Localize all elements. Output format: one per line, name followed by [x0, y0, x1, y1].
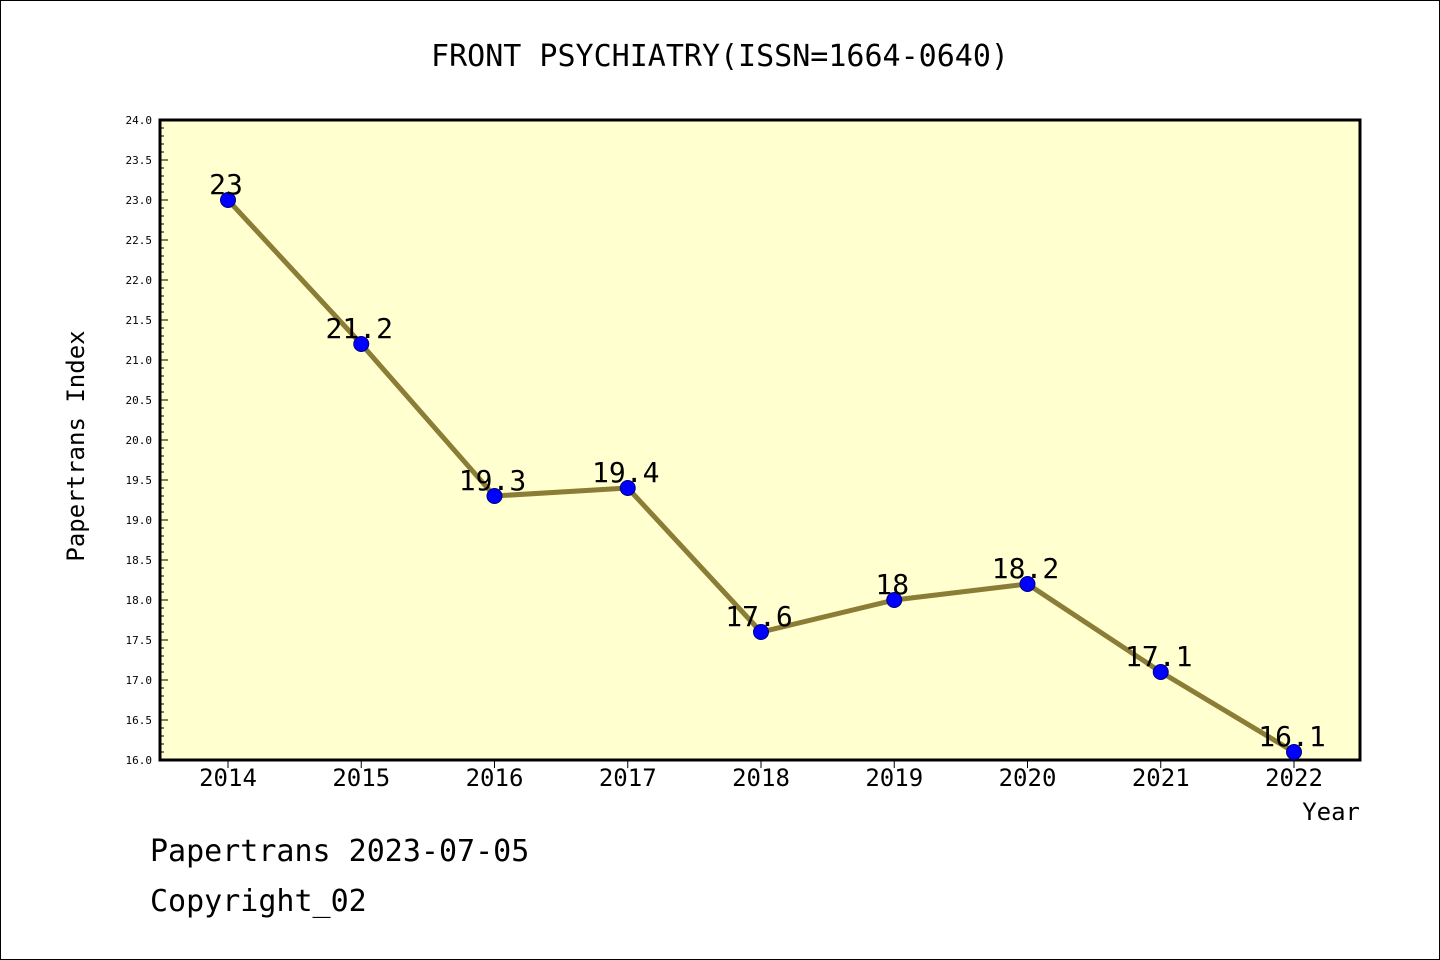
y-axis-label: Papertrans Index: [62, 330, 90, 561]
footer-source: Papertrans 2023-07-05: [150, 834, 530, 869]
data-point: [886, 592, 903, 608]
y-tick-label: 17.0: [126, 674, 153, 687]
data-point: [220, 192, 236, 208]
y-tick-label: 20.0: [126, 434, 153, 447]
data-label: 19.4: [592, 456, 659, 489]
x-tick-label: 2022: [1265, 764, 1323, 792]
data-point: [1019, 576, 1036, 592]
y-tick-label: 21.5: [126, 314, 153, 327]
data-point: [753, 624, 769, 640]
y-tick-label: 24.0: [126, 114, 153, 127]
data-label: 16.1: [1258, 720, 1325, 753]
y-tick-label: 17.5: [126, 634, 153, 647]
x-tick-label: 2016: [466, 764, 524, 792]
x-tick-label: 2015: [332, 764, 390, 792]
y-tick-label: 16.5: [126, 714, 153, 727]
y-tick-label: 20.5: [126, 394, 153, 407]
footer-copyright: Copyright_02: [150, 884, 367, 919]
data-label: 21.2: [326, 312, 393, 345]
y-tick-label: 22.0: [126, 274, 153, 287]
x-tick-label: 2019: [865, 764, 923, 792]
data-label: 17.6: [725, 600, 792, 633]
data-point: [1152, 664, 1169, 680]
data-label: 23: [209, 168, 243, 201]
y-tick-label: 18.0: [126, 594, 153, 607]
y-tick-label: 21.0: [126, 354, 153, 367]
y-tick-label: 23.5: [126, 154, 153, 167]
y-tick-label: 19.0: [126, 514, 153, 527]
data-label: 18: [875, 568, 909, 601]
data-label: 18.2: [992, 552, 1059, 585]
y-tick-label: 23.0: [126, 194, 153, 207]
data-point: [1286, 744, 1302, 760]
x-tick-label: 2018: [732, 764, 790, 792]
x-tick-label: 2020: [999, 764, 1057, 792]
y-tick-label: 22.5: [126, 234, 153, 247]
data-label: 17.1: [1125, 640, 1192, 673]
y-tick-label: 18.5: [126, 554, 153, 567]
data-point: [486, 488, 503, 504]
data-label: 19.3: [459, 464, 526, 497]
x-tick-label: 2017: [599, 764, 657, 792]
x-axis-label: Year: [1302, 798, 1360, 826]
x-tick-label: 2021: [1132, 764, 1190, 792]
plot-area: [158, 118, 1362, 762]
x-tick-label: 2014: [199, 764, 257, 792]
data-point: [619, 480, 636, 496]
chart-title: FRONT PSYCHIATRY(ISSN=1664-0640): [431, 39, 1009, 74]
data-point: [353, 336, 370, 352]
y-tick-label: 16.0: [126, 754, 153, 767]
y-tick-label: 19.5: [126, 474, 153, 487]
